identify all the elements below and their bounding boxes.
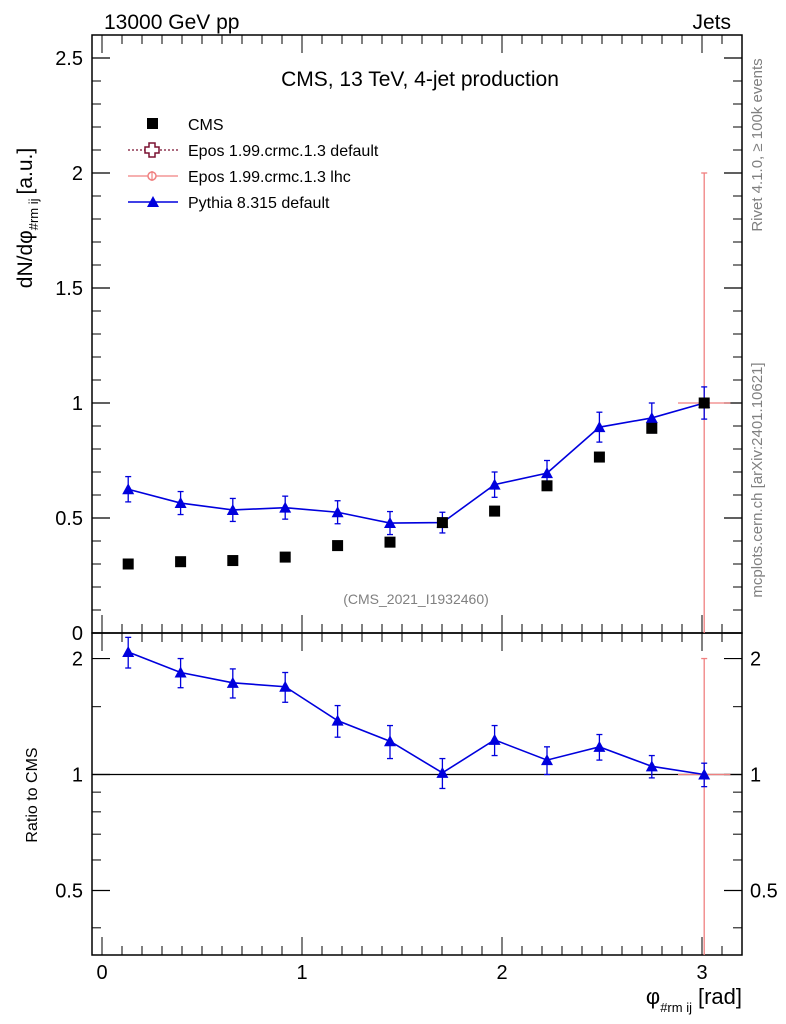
svg-text:Rivet 4.1.0, ≥ 100k events: Rivet 4.1.0, ≥ 100k events bbox=[749, 58, 766, 231]
ratio-ytick-label-right: 0.5 bbox=[750, 880, 778, 902]
main-ytick-label: 2.5 bbox=[55, 48, 83, 70]
main-ytick-label: 2 bbox=[72, 163, 83, 185]
pythia-point bbox=[226, 503, 239, 515]
cms-data-point bbox=[332, 540, 344, 552]
pythia-point bbox=[279, 501, 292, 513]
legend-marker-epos-default bbox=[144, 142, 160, 158]
pythia-point bbox=[331, 714, 344, 726]
x-axis-label-sub: #rm ij bbox=[660, 1000, 692, 1015]
ratio-ytick-label-left: 2 bbox=[72, 649, 83, 671]
cms-data-point bbox=[384, 536, 396, 548]
pythia-point bbox=[384, 735, 396, 747]
main-ytick-label: 0.5 bbox=[55, 508, 83, 530]
main-y-axis-label-main: dN/dφ bbox=[14, 230, 37, 288]
pythia-point bbox=[174, 666, 187, 678]
xtick-label: 0 bbox=[96, 962, 107, 984]
main-y-axis-label-sub: #rm ij bbox=[26, 198, 41, 230]
cms-data-point bbox=[489, 505, 501, 517]
main-y-axis-label-unit: [a.u.] bbox=[14, 148, 37, 195]
svg-text:Ratio to CMS: Ratio to CMS bbox=[24, 747, 41, 842]
main-axis-ticks: 0 0.5 1 1.5 2 2.5 bbox=[55, 35, 742, 645]
header-energy-label: 13000 GeV pp bbox=[104, 11, 239, 34]
x-axis-label-unit: [rad] bbox=[698, 984, 742, 1009]
pythia-point bbox=[122, 483, 135, 495]
cms-data-point bbox=[541, 480, 553, 492]
pythia-point bbox=[593, 421, 606, 433]
ratio-ytick-label-right: 2 bbox=[750, 649, 761, 671]
pythia-point bbox=[645, 411, 658, 423]
main-ytick-label: 1 bbox=[72, 393, 83, 415]
pythia-point bbox=[226, 676, 239, 688]
cms-data-point bbox=[122, 558, 134, 570]
pythia-point bbox=[122, 645, 135, 657]
mcplots-label: mcplots.cern.ch [arXiv:2401.10621] bbox=[749, 362, 766, 597]
legend-label-epos-default: Epos 1.99.crmc.1.3 default bbox=[188, 143, 379, 160]
cms-data-point bbox=[279, 551, 291, 563]
legend-label-pythia: Pythia 8.315 default bbox=[188, 195, 330, 212]
x-axis-label: φ#rm ij [rad] bbox=[646, 984, 742, 1015]
pythia-point bbox=[541, 754, 553, 766]
legend-marker-pythia bbox=[147, 196, 159, 207]
legend-label-epos-lhc: Epos 1.99.crmc.1.3 lhc bbox=[188, 169, 351, 186]
cms-data-point bbox=[593, 451, 605, 463]
pythia-point bbox=[541, 467, 553, 479]
main-plot-data bbox=[122, 172, 731, 633]
xtick-label: 2 bbox=[496, 962, 507, 984]
main-ytick-label: 0 bbox=[72, 623, 83, 645]
cms-data-point bbox=[227, 555, 239, 567]
pythia-series-line bbox=[127, 651, 705, 776]
main-y-axis-label: dN/dφ#rm ij [a.u.] bbox=[14, 148, 41, 288]
cms-data-point bbox=[175, 556, 187, 568]
analysis-watermark: (CMS_2021_I1932460) bbox=[343, 591, 489, 607]
main-ytick-label: 1.5 bbox=[55, 278, 83, 300]
rivet-label: Rivet 4.1.0, ≥ 100k events bbox=[749, 58, 766, 231]
pythia-point bbox=[593, 740, 606, 752]
svg-text:dN/dφ#rm ij[a.u.]: dN/dφ#rm ij [a.u.] bbox=[14, 148, 41, 288]
cms-data-point bbox=[646, 422, 658, 434]
pythia-point bbox=[384, 517, 396, 529]
pythia-series-line bbox=[127, 402, 705, 524]
ratio-ytick-label-left: 1 bbox=[72, 765, 83, 787]
svg-text:mcplots.cern.ch [arXiv:2401.10: mcplots.cern.ch [arXiv:2401.10621] bbox=[749, 362, 766, 597]
ratio-ytick-label-left: 0.5 bbox=[55, 880, 83, 902]
pythia-point bbox=[645, 760, 658, 772]
pythia-point bbox=[488, 733, 501, 745]
ratio-axis-ticks: 0 1 2 3 0.5 0.5 1 1 2 2 bbox=[55, 633, 778, 984]
cms-data-point bbox=[698, 397, 710, 409]
ratio-plot-frame bbox=[91, 632, 743, 956]
pythia-point bbox=[698, 768, 711, 780]
ratio-plot-data bbox=[122, 636, 731, 955]
cms-data-point bbox=[436, 517, 448, 529]
main-plot-title: CMS, 13 TeV, 4-jet production bbox=[281, 68, 559, 91]
pythia-point bbox=[331, 506, 344, 518]
xtick-label: 3 bbox=[696, 962, 707, 984]
xtick-label: 1 bbox=[296, 962, 307, 984]
header-process-label: Jets bbox=[692, 11, 731, 34]
pythia-point bbox=[279, 680, 292, 692]
ratio-ytick-label-right: 1 bbox=[750, 765, 761, 787]
legend-marker-cms bbox=[147, 118, 158, 129]
legend: CMS Epos 1.99.crmc.1.3 default Epos 1.99… bbox=[128, 117, 379, 212]
pythia-point bbox=[174, 497, 187, 509]
pythia-point bbox=[436, 766, 449, 778]
x-axis-label-main: φ bbox=[646, 984, 660, 1009]
ratio-y-axis-label: Ratio to CMS bbox=[24, 747, 41, 842]
pythia-point bbox=[488, 478, 501, 490]
legend-label-cms: CMS bbox=[188, 117, 224, 134]
